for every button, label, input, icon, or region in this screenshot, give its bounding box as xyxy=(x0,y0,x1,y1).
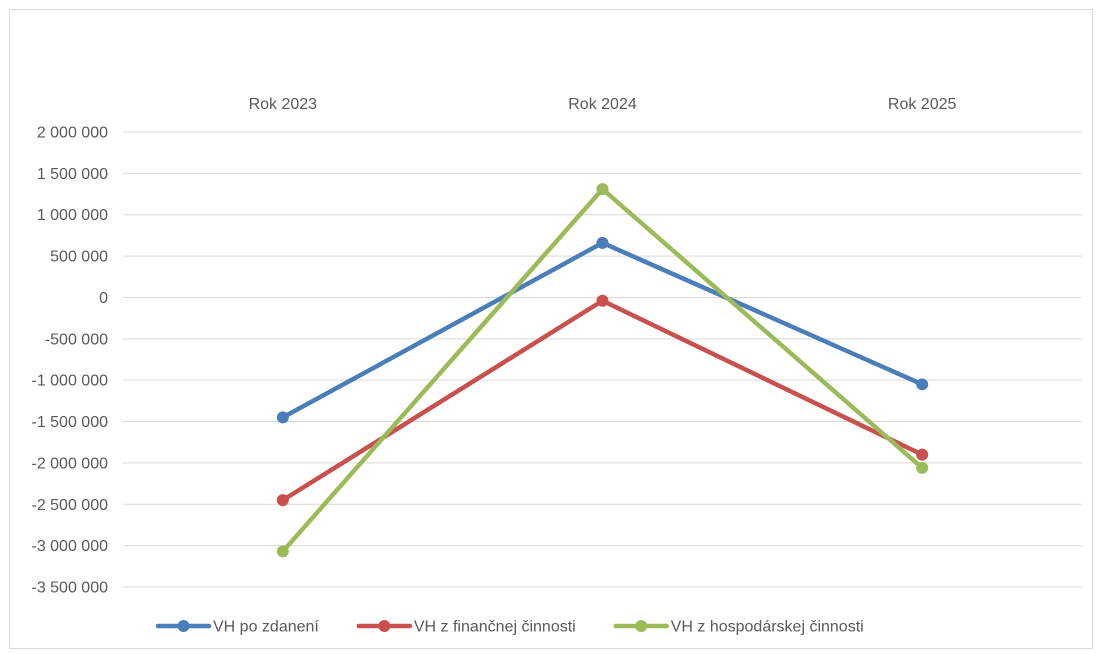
data-point xyxy=(916,461,929,474)
y-axis-tick-labels: 2 000 000 1 500 000 1 000 000 500 000 0 -500 … xyxy=(31,125,108,597)
data-point xyxy=(596,183,609,196)
y-tick-label: -3 500 000 xyxy=(31,580,108,597)
legend-item: VH po zdanení xyxy=(155,619,319,636)
series-2 xyxy=(276,294,929,507)
y-tick-label: 1 000 000 xyxy=(37,207,108,224)
y-tick-label: -2 000 000 xyxy=(31,455,108,472)
data-point xyxy=(916,448,929,461)
x-tick-label: Rok 2024 xyxy=(568,96,637,113)
legend-swatch-marker xyxy=(177,620,190,632)
grid-layer xyxy=(123,131,1082,588)
legend-item: VH z hospodárskej činnosti xyxy=(613,619,864,636)
series-line xyxy=(280,240,925,420)
y-tick-label: -3 000 000 xyxy=(31,538,108,555)
y-tick-label: 1 500 000 xyxy=(37,166,108,183)
legend: VH po zdanení VH z finančnej činnosti VH z… xyxy=(155,619,864,636)
x-tick-label: Rok 2023 xyxy=(249,96,318,113)
data-point xyxy=(596,236,609,249)
data-point xyxy=(916,378,929,391)
series-3 xyxy=(276,183,929,558)
legend-swatch-marker xyxy=(635,620,648,632)
data-point xyxy=(276,411,289,424)
legend-label: VH z finančnej činnosti xyxy=(414,619,576,636)
legend-label: VH z hospodárskej činnosti xyxy=(671,619,864,636)
y-tick-label: 500 000 xyxy=(50,249,108,266)
y-tick-label: -500 000 xyxy=(45,331,108,348)
y-tick-label: -1 000 000 xyxy=(31,373,108,390)
chart-frame xyxy=(9,9,1093,649)
data-point xyxy=(596,294,609,307)
legend-item: VH z finančnej činnosti xyxy=(356,619,576,636)
y-tick-label: -2 500 000 xyxy=(31,497,108,514)
series-line xyxy=(280,298,925,503)
series-layer xyxy=(276,183,929,558)
x-axis-tick-labels: Rok 2023 Rok 2024 Rok 2025 xyxy=(249,96,957,113)
y-tick-label: 0 xyxy=(99,290,108,307)
series-1 xyxy=(276,236,929,424)
data-point xyxy=(276,545,289,558)
data-point xyxy=(276,494,289,507)
y-tick-label: -1 500 000 xyxy=(31,414,108,431)
y-tick-label: 2 000 000 xyxy=(37,125,108,142)
legend-label: VH po zdanení xyxy=(213,619,319,636)
legend-swatch-marker xyxy=(378,620,391,632)
x-tick-label: Rok 2025 xyxy=(888,96,957,113)
